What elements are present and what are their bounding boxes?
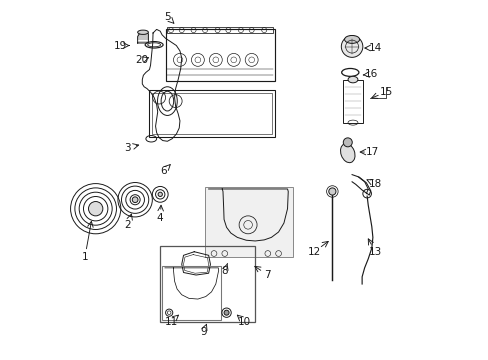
Bar [149, 90, 274, 137]
Text: 1: 1 [81, 252, 88, 262]
Text: 4: 4 [157, 213, 163, 222]
Circle shape [341, 36, 362, 57]
Bar [343, 80, 362, 123]
Ellipse shape [344, 36, 359, 43]
Text: 17: 17 [366, 147, 379, 157]
Text: 15: 15 [379, 87, 392, 97]
Bar [162, 266, 221, 320]
Text: 7: 7 [264, 270, 270, 280]
Circle shape [328, 188, 335, 195]
Ellipse shape [137, 30, 148, 35]
Text: 20: 20 [136, 55, 148, 65]
Text: 13: 13 [368, 247, 381, 257]
Text: 5: 5 [164, 12, 170, 22]
Text: 2: 2 [124, 220, 131, 230]
Bar [152, 93, 271, 134]
Text: 6: 6 [160, 166, 167, 176]
Text: 18: 18 [368, 179, 381, 189]
Bar [165, 30, 274, 81]
Circle shape [224, 310, 228, 315]
Ellipse shape [343, 138, 351, 147]
Ellipse shape [347, 76, 357, 83]
Text: 3: 3 [124, 143, 131, 153]
Ellipse shape [340, 144, 354, 163]
Circle shape [158, 192, 162, 197]
Text: 8: 8 [221, 266, 227, 276]
Text: 9: 9 [200, 327, 206, 337]
Text: 10: 10 [238, 317, 250, 327]
Circle shape [132, 197, 138, 203]
Text: 16: 16 [365, 69, 378, 79]
Text: 11: 11 [164, 317, 177, 327]
Circle shape [88, 202, 102, 216]
Text: 14: 14 [368, 43, 381, 53]
Bar [167, 27, 273, 33]
Text: 19: 19 [114, 41, 127, 50]
Bar [204, 187, 292, 257]
Text: 12: 12 [307, 247, 321, 257]
Bar [160, 246, 255, 321]
